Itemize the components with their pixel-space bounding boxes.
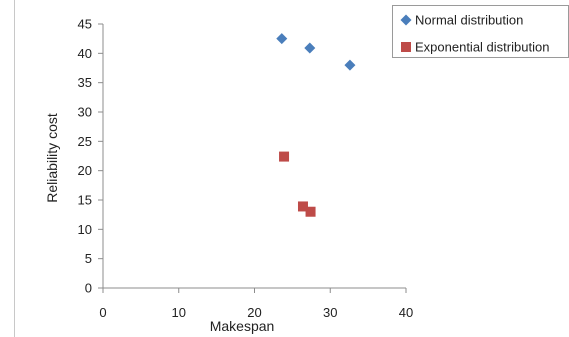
legend-label: Exponential distribution [415,40,549,55]
y-tick-label: 25 [78,134,92,149]
data-points [276,33,356,217]
legend-marker-normal [400,14,412,26]
x-tick-label: 20 [247,305,261,320]
legend-marker-exponential [401,42,411,52]
y-tick-label: 45 [78,17,92,32]
tick-labels: 0 5 10 15 20 25 30 35 40 45 0 10 20 30 40 [78,17,414,321]
exponential-distribution-point [305,206,316,217]
y-tick-label: 35 [78,75,92,90]
y-tick-label: 10 [78,222,92,237]
y-tick-label: 40 [78,46,92,61]
y-tick-label: 15 [78,193,92,208]
y-axis-title: Reliability cost [44,113,60,203]
legend-box [392,5,569,58]
exponential-distribution-point [297,201,308,212]
exponential-distribution-point [279,151,290,162]
x-tick-label: 30 [323,305,337,320]
normal-distribution-point [304,42,316,54]
x-axis-title: Makespan [210,318,275,334]
normal-distribution-point [276,33,288,45]
y-tick-label: 20 [78,163,92,178]
x-tick-label: 0 [99,305,106,320]
axes [98,23,407,293]
legend: Normal distribution Exponential distribut… [392,5,569,58]
normal-distribution-point [344,59,356,71]
y-tick-label: 5 [85,251,92,266]
legend-label: Normal distribution [415,13,523,28]
x-tick-label: 40 [399,305,413,320]
y-tick-label: 30 [78,105,92,120]
y-tick-label: 0 [85,281,92,296]
x-tick-label: 10 [172,305,186,320]
